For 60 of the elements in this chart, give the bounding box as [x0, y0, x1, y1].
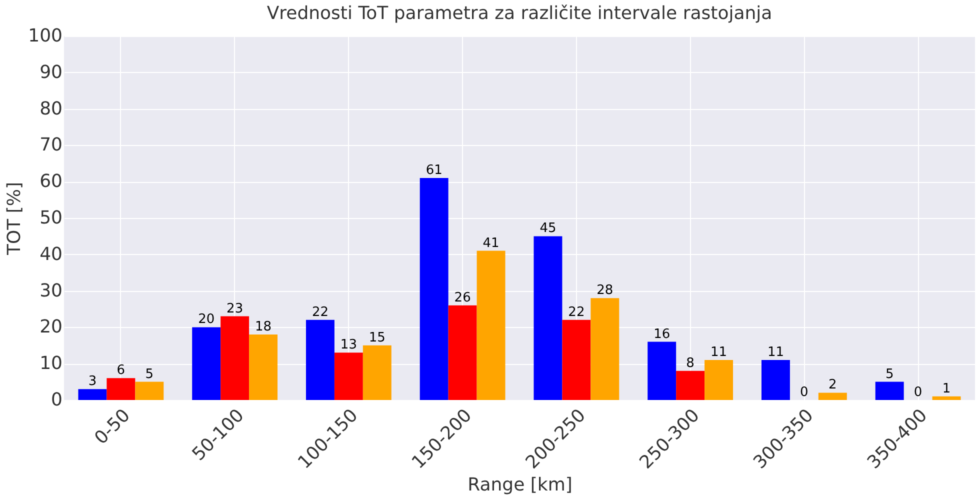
data-label: 0: [914, 385, 922, 400]
y-tick-label: 30: [40, 280, 62, 302]
data-label: 26: [454, 290, 471, 306]
y-tick-label: 70: [40, 134, 62, 156]
data-label: 22: [312, 304, 328, 320]
data-label: 5: [145, 366, 154, 382]
bar: [534, 236, 562, 400]
bar: [932, 396, 961, 400]
bar: [135, 382, 164, 400]
bar: [704, 360, 734, 400]
data-label: 13: [340, 338, 357, 353]
bar: [562, 320, 591, 400]
bar: [590, 298, 620, 400]
data-label: 41: [482, 236, 500, 251]
bar: [306, 320, 334, 400]
y-axis-title: TOT [%]: [4, 182, 26, 256]
y-tick-label: 100: [28, 26, 62, 46]
data-label: 18: [255, 319, 272, 334]
data-label: 28: [596, 283, 614, 298]
y-tick-label: 80: [40, 98, 62, 120]
x-axis-title: Range [km]: [468, 474, 572, 496]
data-label: 0: [800, 385, 808, 400]
bar: [78, 389, 107, 400]
data-label: 45: [540, 221, 556, 236]
data-label: 2: [828, 378, 837, 393]
bar: [420, 178, 448, 400]
data-label: 6: [116, 363, 126, 378]
bar: [192, 327, 221, 400]
bar: [220, 316, 250, 400]
y-tick-label: 0: [51, 390, 62, 410]
data-label: 5: [885, 366, 894, 382]
bar: [362, 345, 392, 400]
data-label: 8: [686, 356, 694, 371]
data-label: 11: [767, 344, 784, 360]
bar: [676, 370, 705, 400]
bar: [761, 360, 790, 400]
bar: [818, 392, 847, 400]
y-tick-label: 60: [40, 171, 62, 192]
data-label: 61: [426, 162, 442, 178]
bar: [648, 342, 676, 400]
data-label: 3: [88, 374, 97, 390]
bar: [249, 334, 278, 400]
y-tick-label: 10: [40, 353, 62, 374]
data-label: 1: [942, 381, 951, 396]
data-label: 16: [654, 326, 670, 342]
data-label: 11: [710, 344, 728, 360]
bar: [334, 352, 363, 400]
bar: [875, 382, 904, 400]
bar: [106, 378, 136, 400]
data-label: 22: [568, 304, 585, 320]
bar: [448, 305, 477, 400]
data-label: 15: [368, 330, 386, 346]
bar: [476, 250, 506, 400]
chart-title: Vrednosti ToT parametra za različite intervale rastojanja: [266, 3, 772, 24]
y-tick-label: 20: [40, 316, 62, 338]
y-tick-label: 90: [40, 62, 62, 83]
data-label: 23: [226, 301, 244, 316]
y-tick-label: 40: [40, 244, 62, 265]
data-label: 20: [198, 312, 215, 328]
y-tick-label: 50: [40, 208, 62, 228]
